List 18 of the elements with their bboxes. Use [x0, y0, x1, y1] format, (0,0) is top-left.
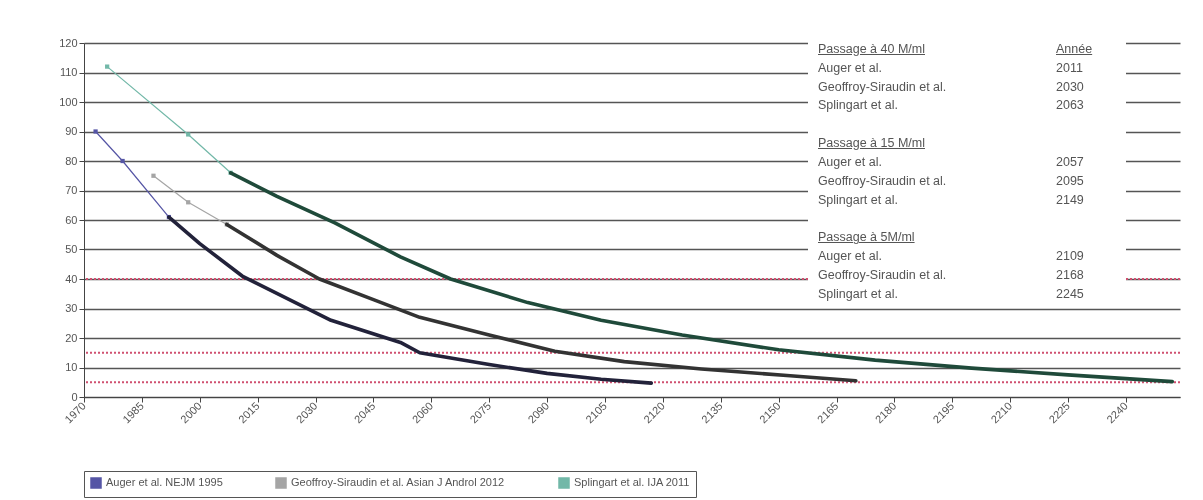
legend-label: Auger et al. NEJM 1995	[106, 476, 223, 488]
y-tick-label: 10	[65, 361, 78, 373]
y-tick-label: 120	[59, 36, 78, 49]
y-tick-label: 80	[65, 154, 78, 167]
legend-label: Splingart et al. IJA 2011	[574, 476, 690, 488]
y-tick-label: 60	[65, 213, 78, 226]
y-tick-label: 90	[65, 125, 78, 137]
y-tick-label: 20	[65, 331, 78, 344]
y-tick-label: 40	[65, 272, 78, 285]
legend-label: Geoffroy-Siraudin et al. Asian J Androl 2012	[291, 476, 505, 488]
y-tick-label: 50	[65, 243, 78, 255]
y-tick-label: 110	[59, 66, 78, 78]
annotation: Passage à 5M/ml	[818, 230, 915, 245]
y-tick-label: 70	[65, 184, 78, 196]
y-tick-label: 30	[65, 302, 78, 314]
y-tick-label: 0	[71, 390, 78, 403]
annotation: Passage à 15 M/ml	[818, 136, 925, 151]
y-tick-label: 100	[59, 95, 78, 108]
